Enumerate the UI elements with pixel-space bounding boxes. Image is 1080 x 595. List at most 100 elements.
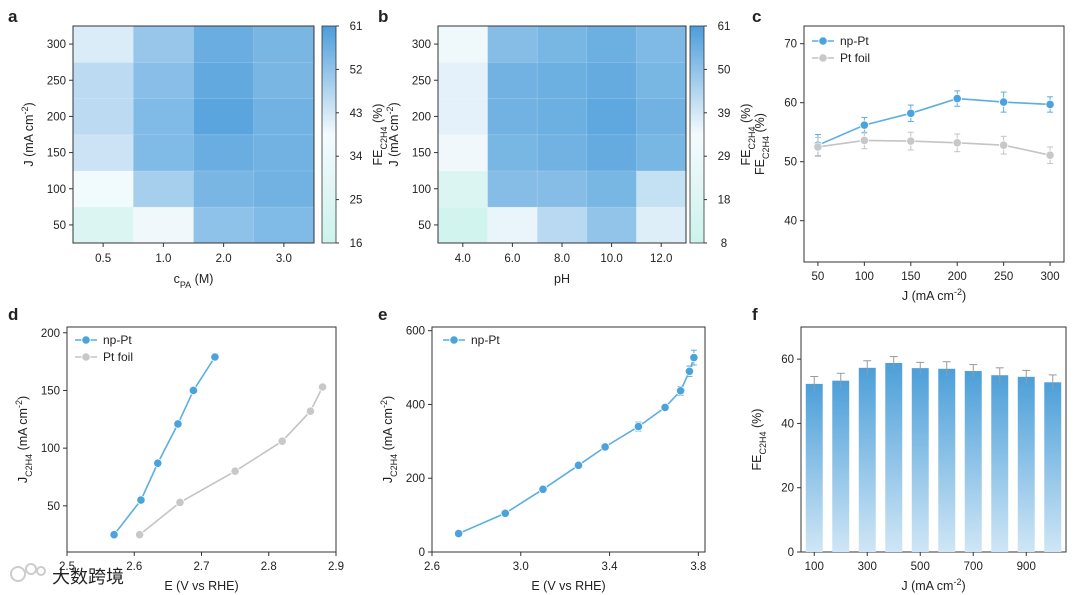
heatmap-cell xyxy=(586,25,637,63)
line-panel-e: 2.6 3.0 3.4 3.8 0 200 400 600 np-Pt E (V vs RHE) J… xyxy=(379,326,706,593)
heatmap-cell xyxy=(487,98,538,136)
heatmap-panel-a: 0.5 1.0 2.0 3.0 50 100 150 200 250 300 cPA (M) J (m… xyxy=(20,21,389,290)
y-tick-label: 60 xyxy=(781,354,794,366)
panel-letter-d: d xyxy=(8,305,18,324)
bar xyxy=(858,367,876,552)
colorbar xyxy=(689,25,705,244)
x-tick-label: 2.0 xyxy=(216,253,232,265)
colorbar-tick-label: 29 xyxy=(718,151,731,163)
x-tick-label: 150 xyxy=(901,271,920,283)
data-point xyxy=(136,495,146,505)
legend-label: Pt foil xyxy=(840,51,870,65)
x-tick-label: 2.9 xyxy=(328,561,344,573)
y-tick-label: 50 xyxy=(418,220,431,232)
y-tick-label: 200 xyxy=(412,111,431,123)
y-tick-label: 0 xyxy=(419,547,425,559)
line-panel-c: 50 100 150 200 250 300 40 50 60 70 np-Pt Pt foil J (… xyxy=(753,25,1065,303)
heatmap-cell xyxy=(636,134,687,172)
x-tick-label: 2.8 xyxy=(261,561,277,573)
heatmap-cell xyxy=(72,25,134,63)
y-axis-label: JC2H4 (mA cm-2) xyxy=(14,396,34,483)
data-point xyxy=(153,458,163,468)
data-point xyxy=(952,93,962,104)
colorbar-tick-label: 61 xyxy=(350,21,363,33)
x-tick-label: 0.5 xyxy=(95,253,111,265)
heatmap-cell xyxy=(487,170,538,208)
heatmap-cell xyxy=(132,134,195,172)
x-tick-label: 300 xyxy=(1040,271,1059,283)
x-axis-label: E (V vs RHE) xyxy=(531,579,605,593)
heatmap-cell xyxy=(636,25,687,63)
plot-frame xyxy=(800,326,1067,553)
y-tick-label: 200 xyxy=(406,473,425,485)
data-point xyxy=(173,419,183,429)
bar xyxy=(964,371,982,552)
x-axis-label: cPA (M) xyxy=(174,272,214,290)
y-axis-label: FEC2H4 (%) xyxy=(753,113,771,175)
colorbar-tick-label: 18 xyxy=(718,195,731,207)
data-point xyxy=(135,530,145,540)
y-axis-label: JC2H4 (mA cm-2) xyxy=(379,396,399,483)
x-tick-label: 1.0 xyxy=(155,253,171,265)
heatmap-cell xyxy=(253,170,315,208)
heatmap-cell xyxy=(536,170,588,208)
y-tick-label: 250 xyxy=(412,75,431,87)
x-tick-label: 200 xyxy=(948,271,967,283)
heatmap-cell xyxy=(253,206,315,244)
data-point xyxy=(859,120,869,130)
x-tick-label: 100 xyxy=(805,561,824,573)
data-point xyxy=(1045,99,1055,110)
legend-marker xyxy=(818,53,828,63)
heatmap-cell xyxy=(437,206,489,244)
line-panel-d: 2.5 2.6 2.7 2.8 2.9 50 100 150 200 np-Pt Pt foil E … xyxy=(14,326,344,593)
data-point xyxy=(952,138,962,148)
bar xyxy=(938,368,956,552)
data-point xyxy=(633,421,644,432)
series-line xyxy=(817,97,1051,146)
x-tick-label: 2.5 xyxy=(59,561,75,573)
heatmap-cell xyxy=(536,134,588,172)
heatmap-cell xyxy=(132,206,195,244)
data-point xyxy=(999,140,1009,150)
data-point xyxy=(813,142,823,152)
colorbar-tick-label: 43 xyxy=(350,108,363,120)
x-axis-label: E (V vs RHE) xyxy=(164,579,238,593)
x-tick-label: 12.0 xyxy=(650,253,672,265)
data-point xyxy=(317,382,328,392)
bar xyxy=(885,363,903,552)
heatmap-cell xyxy=(253,98,315,136)
data-point xyxy=(305,406,316,416)
y-tick-label: 100 xyxy=(41,443,60,455)
data-point xyxy=(500,508,510,518)
heatmap-cell xyxy=(636,170,687,208)
data-point xyxy=(906,136,916,146)
heatmap-cell xyxy=(132,61,195,99)
legend-label: np-Pt xyxy=(471,333,500,347)
plot-frame xyxy=(72,25,315,244)
data-point xyxy=(454,528,464,539)
y-tick-label: 150 xyxy=(41,385,60,397)
y-tick-label: 250 xyxy=(47,75,66,87)
colorbar-tick-label: 8 xyxy=(721,238,727,250)
heatmap-cell xyxy=(72,206,134,244)
heatmap-cell xyxy=(536,98,588,136)
x-axis-label: J (mA cm-2) xyxy=(901,577,965,593)
y-tick-label: 200 xyxy=(47,111,66,123)
x-tick-label: 3.0 xyxy=(513,561,529,573)
legend-label: np-Pt xyxy=(103,333,132,347)
data-point xyxy=(689,353,699,363)
series-line xyxy=(139,386,324,536)
colorbar-tick-label: 25 xyxy=(350,195,363,207)
plot-frame xyxy=(431,326,706,553)
y-tick-label: 300 xyxy=(412,39,431,51)
y-tick-label: 300 xyxy=(47,39,66,51)
x-tick-label: 700 xyxy=(964,561,983,573)
data-point xyxy=(675,386,686,396)
colorbar-tick-label: 61 xyxy=(718,21,731,33)
y-tick-label: 400 xyxy=(406,399,425,411)
x-tick-label: 500 xyxy=(911,561,930,573)
panel-letter-c: c xyxy=(752,7,761,26)
heatmap-cell xyxy=(193,206,255,244)
data-point xyxy=(277,436,287,446)
x-tick-label: 10.0 xyxy=(600,253,622,265)
